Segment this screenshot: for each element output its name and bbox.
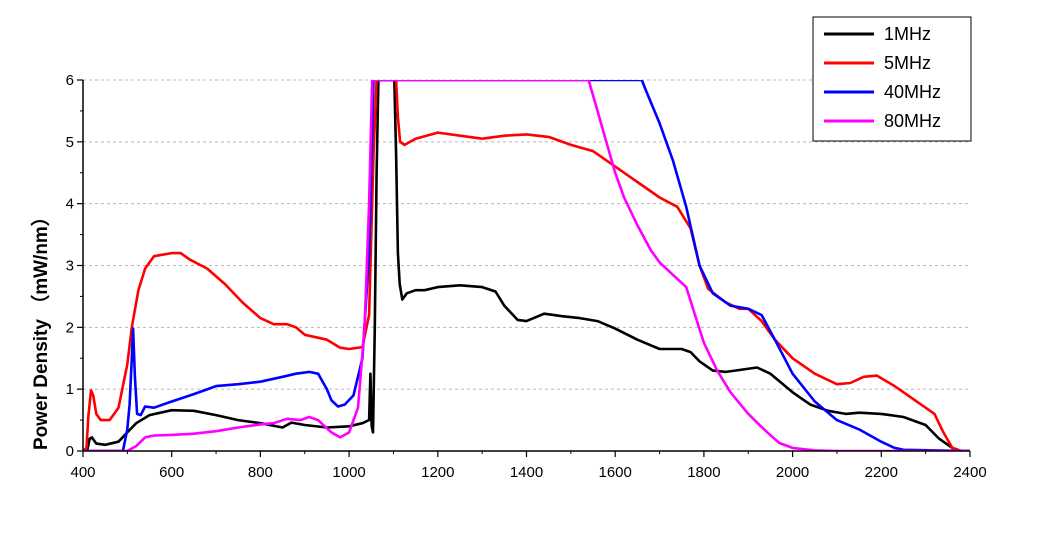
x-tick-label: 1400: [510, 464, 543, 481]
x-tick-label: 1600: [599, 464, 632, 481]
x-tick-label: 800: [248, 464, 273, 481]
x-tick-label: 2200: [865, 464, 898, 481]
y-tick-label: 4: [66, 196, 74, 213]
y-tick-labels: 0 1 2 3 4 5 6: [66, 72, 74, 460]
legend-label: 40MHz: [884, 82, 941, 102]
x-tick-labels: 400 600 800 1000 1200 1400 1600 1800 2000 2200 240…: [70, 464, 986, 481]
series-line-80MHz: [83, 80, 970, 451]
y-axis-label: Power Density （mW/nm）: [29, 207, 52, 450]
x-tick-label: 1800: [687, 464, 720, 481]
x-tick-label: 2000: [776, 464, 809, 481]
series-lines: [83, 80, 970, 451]
legend-box: [812, 16, 972, 142]
legend: 1MHz 5MHz 40MHz 80MHz: [812, 16, 972, 142]
y-tick-label: 5: [66, 134, 74, 151]
legend-label: 1MHz: [884, 24, 931, 44]
x-tick-label: 1000: [332, 464, 365, 481]
axes: [77, 79, 971, 457]
y-tick-label: 2: [66, 319, 74, 336]
x-tick-label: 2400: [953, 464, 986, 481]
legend-label: 80MHz: [884, 111, 941, 131]
series-line-1MHz: [83, 80, 970, 451]
y-tick-label: 6: [66, 72, 74, 89]
y-tick-label: 1: [66, 381, 74, 398]
y-tick-label: 3: [66, 258, 74, 275]
x-tick-label: 400: [70, 464, 95, 481]
series-line-5MHz: [83, 80, 970, 451]
x-tick-label: 600: [159, 464, 184, 481]
y-tick-label: 0: [66, 443, 74, 460]
legend-label: 5MHz: [884, 53, 931, 73]
series-line-40MHz: [83, 80, 970, 451]
x-tick-label: 1200: [421, 464, 454, 481]
